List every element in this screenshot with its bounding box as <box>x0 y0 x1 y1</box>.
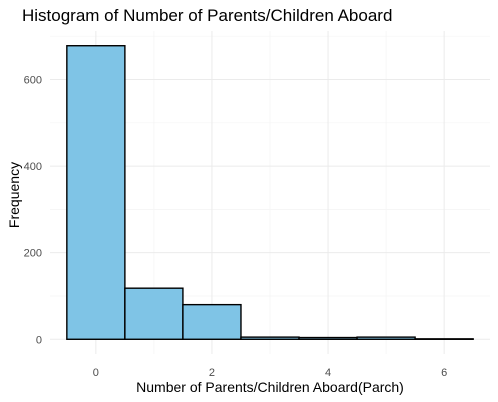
x-tick-label: 6 <box>441 367 447 379</box>
y-tick-label: 200 <box>24 248 42 260</box>
y-axis-tick-labels: 0 200 400 600 <box>24 74 42 346</box>
y-tick-label: 0 <box>36 334 42 346</box>
x-tick-label: 4 <box>325 367 331 379</box>
histogram-bar <box>356 336 416 340</box>
x-axis-tick-labels: 0 2 4 6 <box>93 367 447 379</box>
y-axis-label: Frequency <box>6 162 22 228</box>
bars <box>66 45 474 340</box>
histogram-bar <box>124 287 184 340</box>
chart-title: Histogram of Number of Parents/Children … <box>22 6 392 25</box>
y-tick-label: 600 <box>24 74 42 86</box>
x-tick-label: 2 <box>209 367 215 379</box>
histogram-bar <box>240 336 300 340</box>
x-tick-label: 0 <box>93 367 99 379</box>
x-axis-label: Number of Parents/Children Aboard(Parch) <box>136 379 404 395</box>
histogram-bar <box>182 303 242 340</box>
histogram-bar <box>66 45 126 340</box>
histogram-bar <box>298 336 358 340</box>
y-tick-label: 400 <box>24 161 42 173</box>
